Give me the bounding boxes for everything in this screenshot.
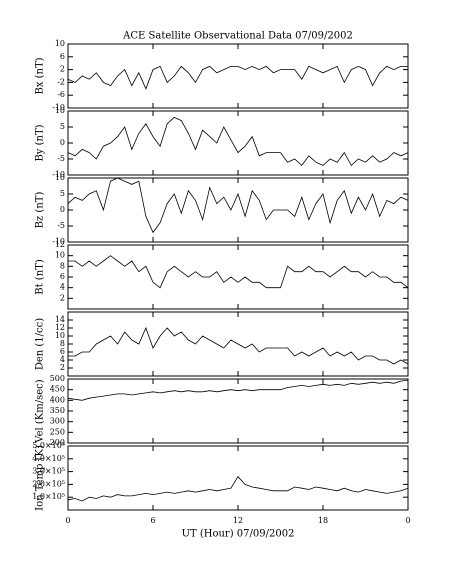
y-tick-label: 0 [60, 205, 65, 214]
plot-frame [67, 445, 409, 511]
y-tick-label: 2 [60, 65, 65, 74]
y-tick-label: 0 [60, 138, 65, 147]
y-tick-label: -10 [52, 103, 65, 112]
y-tick-label: 10 [55, 39, 65, 48]
x-axis-label: UT (Hour) 07/09/2002 [182, 529, 295, 540]
y-axis-label: Ion Temp (K) [35, 445, 46, 511]
y-tick-label: 2 [60, 363, 65, 372]
y-axis-label: Bx (nT) [35, 57, 46, 94]
y-axis-label: Bt (nT) [35, 259, 46, 295]
y-tick-label: 450 [50, 385, 65, 394]
x-tick-label: 6 [150, 516, 155, 525]
y-tick-label: 12 [55, 240, 65, 249]
y-tick-label: 400 [50, 395, 65, 404]
y-tick-label: -6 [57, 90, 65, 99]
y-tick-label: 300 [50, 417, 65, 426]
y-tick-label: 14 [55, 315, 65, 324]
y-tick-label: 350 [50, 406, 65, 415]
x-tick-label: 12 [233, 516, 243, 525]
plot-frame [67, 110, 409, 176]
y-axis-label: Vel (Km/sec) [35, 379, 46, 443]
y-tick-label: 2 [60, 293, 65, 302]
plot-frame [67, 43, 409, 109]
y-tick-label: 4 [60, 283, 65, 292]
y-tick-label: 6 [60, 347, 65, 356]
y-tick-label: -5 [57, 154, 65, 163]
y-tick-label: -10 [52, 170, 65, 179]
y-tick-label: -2 [57, 77, 65, 86]
data-line [68, 326, 409, 365]
y-axis-label: By (nT) [35, 124, 46, 161]
y-tick-label: 6 [60, 52, 65, 61]
data-line [67, 65, 408, 90]
y-tick-label: 8 [60, 339, 65, 348]
plot-frame [67, 244, 409, 310]
data-line [68, 255, 409, 289]
y-tick-label: 4 [60, 355, 65, 364]
data-line [67, 116, 409, 167]
y-tick-label: 8 [60, 261, 65, 270]
data-line [67, 476, 409, 502]
y-axis-label: Den (1/cc) [35, 318, 46, 370]
x-tick-label: 0 [65, 516, 70, 525]
y-tick-label: 10 [55, 251, 65, 260]
y-tick-label: 200 [50, 438, 65, 447]
data-line [67, 379, 409, 401]
y-tick-label: -10 [52, 237, 65, 246]
y-tick-label: 12 [55, 323, 65, 332]
y-tick-label: 5 [60, 189, 65, 198]
y-tick-label: 250 [50, 427, 65, 436]
y-axis-label: Bz (nT) [35, 192, 46, 229]
y-tick-label: 10 [55, 106, 65, 115]
plot-frame [67, 378, 409, 444]
y-tick-label: 5 [60, 122, 65, 131]
x-tick-label: 0 [405, 516, 410, 525]
plot-frame [67, 177, 409, 243]
data-line [67, 177, 409, 234]
x-tick-label: 18 [318, 516, 328, 525]
chart-title: ACE Satellite Observational Data 07/09/2… [122, 31, 353, 42]
y-tick-label: 3.0×10⁵ [32, 467, 65, 476]
y-tick-label: 500 [50, 374, 65, 383]
y-tick-label: -5 [57, 221, 65, 230]
y-tick-label: 10 [55, 331, 65, 340]
y-tick-label: 5.0×10⁵ [32, 441, 65, 450]
y-tick-label: 1.0×10⁵ [32, 492, 65, 501]
y-tick-label: 4.0×10⁵ [32, 454, 65, 463]
y-tick-label: 10 [55, 173, 65, 182]
y-tick-label: 6 [60, 272, 65, 281]
y-tick-label: 2.0×10⁵ [32, 479, 65, 488]
